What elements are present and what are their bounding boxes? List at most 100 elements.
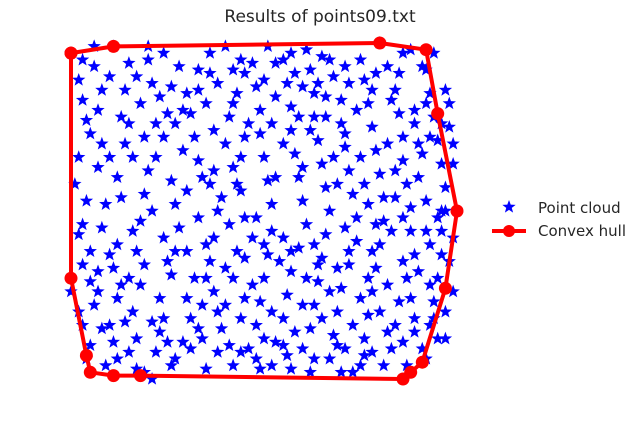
point-cloud-star-359 <box>419 224 433 237</box>
point-cloud-star-229 <box>207 284 221 298</box>
point-cloud-star-43 <box>114 109 128 123</box>
point-cloud-star-178 <box>431 271 445 284</box>
point-cloud-star-165 <box>396 153 410 167</box>
point-cloud-star-232 <box>288 324 302 338</box>
point-cloud-star-99 <box>253 126 267 140</box>
point-cloud-star-133 <box>315 49 329 63</box>
point-cloud-star-212 <box>411 170 426 184</box>
point-cloud-star-85 <box>226 271 240 284</box>
point-cloud-star-94 <box>261 247 275 261</box>
point-cloud-star-175 <box>415 341 429 355</box>
point-cloud-star-151 <box>369 261 383 274</box>
legend-convex-hull-label: Convex hull <box>538 222 626 240</box>
point-cloud-star-288 <box>238 130 252 143</box>
convex-hull-vertex-4 <box>431 107 445 121</box>
point-cloud-star-163 <box>392 106 406 120</box>
point-cloud-star-98 <box>257 150 271 163</box>
point-cloud-star-159 <box>357 72 372 86</box>
point-cloud-star-325 <box>211 304 225 318</box>
point-cloud-star-363 <box>284 244 298 257</box>
point-cloud-star-263 <box>442 96 456 110</box>
point-cloud-star-291 <box>326 150 341 163</box>
point-cloud-star-241 <box>299 271 314 284</box>
point-cloud-star-249 <box>83 244 97 257</box>
point-cloud-star-152 <box>373 237 387 251</box>
point-cloud-star-164 <box>396 130 410 143</box>
point-cloud-star-119 <box>295 341 310 355</box>
point-cloud-star-48 <box>164 79 179 93</box>
point-cloud-star-364 <box>257 237 271 251</box>
point-cloud-star-68 <box>203 177 217 190</box>
point-cloud-star-344 <box>95 83 109 96</box>
point-cloud-star-362 <box>311 257 325 271</box>
convex-hull-vertex-3 <box>419 43 433 57</box>
point-cloud-star-290 <box>303 123 317 137</box>
point-cloud-star-368 <box>137 257 151 271</box>
point-cloud-star-339 <box>353 358 368 372</box>
point-cloud-star-138 <box>342 163 356 177</box>
point-cloud-star-332 <box>164 358 179 372</box>
point-cloud-star-79 <box>218 136 233 150</box>
point-cloud-star-292 <box>357 177 372 190</box>
point-cloud-star-233 <box>315 311 329 325</box>
point-cloud-star-173 <box>384 341 399 355</box>
point-cloud-star-286 <box>199 96 213 110</box>
convex-hull-vertex-11 <box>107 369 120 383</box>
point-cloud-star-100 <box>253 103 267 116</box>
point-cloud-star-245 <box>187 271 202 284</box>
point-cloud-star-104 <box>276 52 290 66</box>
point-cloud-star-311 <box>230 177 244 190</box>
point-cloud-star-222 <box>156 230 171 244</box>
point-cloud-star-365 <box>230 244 244 257</box>
point-cloud-star-131 <box>303 62 317 76</box>
point-cloud-star-31 <box>87 298 101 311</box>
point-cloud-star-83 <box>245 230 260 244</box>
point-cloud-star-306 <box>102 150 117 163</box>
point-cloud-star-74 <box>203 46 217 59</box>
point-cloud-star-47 <box>156 46 171 59</box>
point-cloud-star-130 <box>307 86 321 100</box>
point-cloud-star-84 <box>238 251 252 264</box>
point-cloud-star-281 <box>75 318 90 331</box>
point-cloud-star-274 <box>253 361 267 375</box>
point-cloud-star-62 <box>191 321 206 335</box>
point-cloud-star-25 <box>83 126 97 140</box>
point-cloud-star-141 <box>349 234 364 247</box>
point-cloud-star-26 <box>91 160 105 173</box>
point-cloud-star-143 <box>334 281 348 294</box>
point-cloud-star-89 <box>226 358 240 372</box>
legend-point-cloud-label: Point cloud <box>538 199 621 217</box>
point-cloud-star-154 <box>377 190 391 204</box>
point-cloud-star-121 <box>307 298 321 311</box>
point-cloud-star-205 <box>241 116 256 130</box>
point-cloud-star-33 <box>106 335 121 348</box>
point-cloud-star-287 <box>207 123 221 137</box>
point-cloud-star-88 <box>211 345 225 358</box>
point-cloud-star-185 <box>423 86 437 100</box>
convex-hull-vertex-5 <box>450 204 464 218</box>
point-cloud-star-276 <box>199 361 213 375</box>
point-cloud-star-231 <box>257 331 271 345</box>
point-cloud-star-24 <box>68 177 82 190</box>
point-cloud-star-54 <box>172 220 186 234</box>
point-cloud-star-44 <box>118 83 132 96</box>
point-cloud-star-4 <box>407 103 422 116</box>
point-cloud-star-177 <box>427 294 441 308</box>
point-cloud-star-260 <box>369 66 383 79</box>
point-cloud-star-327 <box>153 324 167 338</box>
point-cloud-star-127 <box>315 156 329 170</box>
point-cloud-star-110 <box>295 193 310 207</box>
point-cloud-star-192 <box>438 304 453 318</box>
point-cloud-star-341 <box>407 311 422 325</box>
point-cloud-star-105 <box>280 76 294 89</box>
point-cloud-star-314 <box>330 177 344 190</box>
point-cloud-star-134 <box>326 69 341 83</box>
point-cloud-star-346 <box>176 103 190 116</box>
point-cloud-star-95 <box>265 224 279 237</box>
point-cloud-star-149 <box>361 308 375 321</box>
point-cloud-star-19 <box>75 93 90 106</box>
point-cloud-star-317 <box>423 237 437 251</box>
point-cloud-star-72 <box>180 86 194 100</box>
point-cloud-star-30 <box>95 220 109 234</box>
point-cloud-star-252 <box>122 56 136 69</box>
